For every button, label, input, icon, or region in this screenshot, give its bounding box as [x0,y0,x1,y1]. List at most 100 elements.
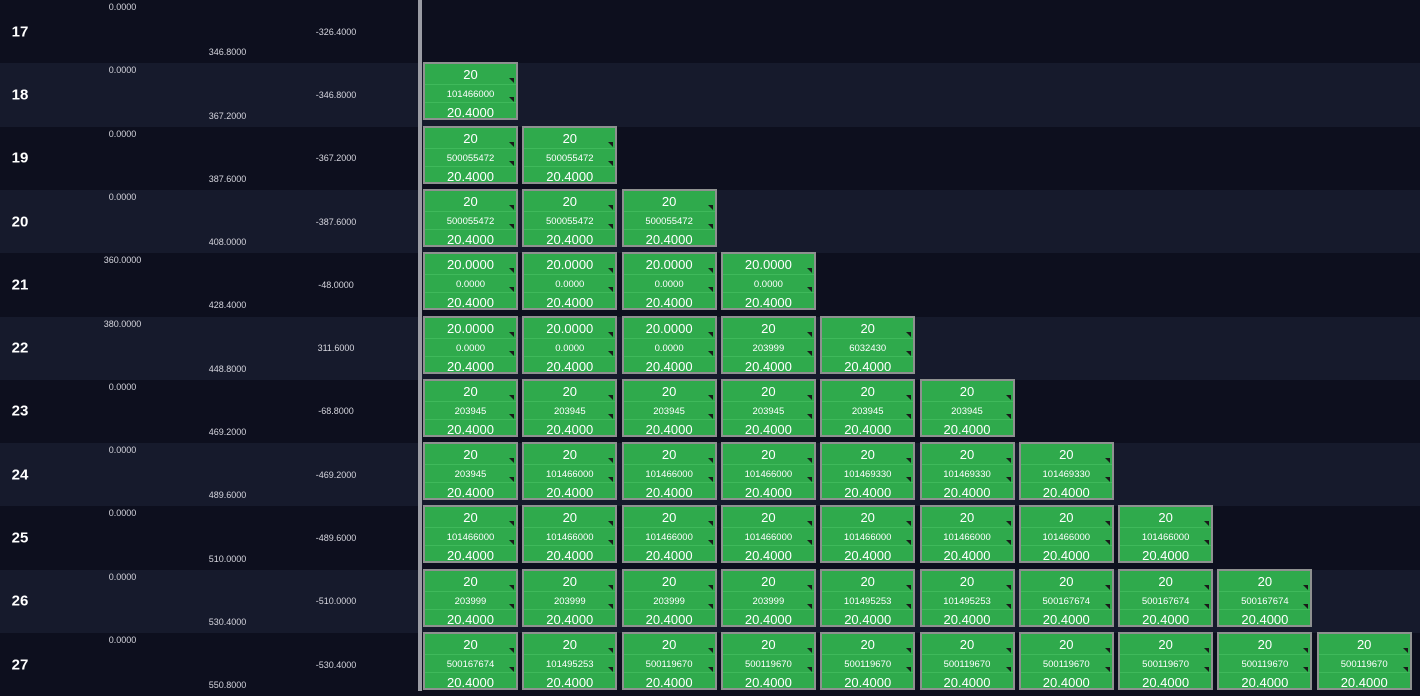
cell-divider [921,418,1013,420]
cell-price: 20.4000 [1142,548,1190,564]
cell-id: 101466000 [645,532,693,544]
cell-id: 500055472 [546,215,594,227]
grid-cell[interactable]: 20 203999 20.4000 [621,568,717,627]
grid-cell[interactable]: 20 101466000 20.4000 [522,505,618,564]
row-value-b: 408.0000 [208,237,247,248]
cell-id: 0.0000 [455,279,486,291]
grid-cell[interactable]: 20 101495253 20.4000 [820,568,916,627]
grid-cell[interactable]: 20.0000 0.0000 20.4000 [423,315,518,374]
grid-cell[interactable]: 20 203945 20.4000 [621,378,717,437]
grid-cell[interactable]: 20 101466000 20.4000 [522,442,618,501]
grid-cell[interactable]: 20 500055472 20.4000 [621,188,717,247]
cell-quantity: 20 [463,383,478,399]
grid-cell[interactable]: 20 101466000 20.4000 [621,442,717,501]
grid-cell[interactable]: 20 101495253 20.4000 [919,568,1015,627]
grid-cell[interactable]: 20 500119670 20.4000 [1118,632,1214,690]
grid-cell[interactable]: 20 101469330 20.4000 [820,442,916,501]
grid-cell[interactable]: 20 101466000 20.4000 [820,505,916,564]
grid-cell[interactable]: 20.0000 0.0000 20.4000 [621,252,717,311]
cell-quantity: 20 [463,573,478,589]
cell-quantity: 20 [463,637,478,652]
corner-marker-icon [1303,584,1309,590]
grid-cell[interactable]: 20 500055472 20.4000 [423,188,518,247]
cell-id: 500055472 [446,215,495,227]
grid-cell[interactable]: 20 203999 20.4000 [720,315,816,374]
cell-divider [524,464,616,466]
cell-price: 20.4000 [844,421,892,437]
cell-divider [425,608,516,610]
grid-cell[interactable]: 20 101469330 20.4000 [919,442,1015,501]
grid-cell[interactable]: 20 203999 20.4000 [423,568,518,627]
grid-cell[interactable]: 20 203945 20.4000 [423,442,518,501]
cell-divider [1318,654,1410,655]
corner-marker-icon [608,394,614,400]
corner-marker-icon [1204,667,1210,672]
cell-price: 20.4000 [546,358,594,374]
grid-cell[interactable]: 20 6032430 20.4000 [820,315,916,374]
row-value-a: 360.0000 [103,255,142,266]
cell-quantity: 20 [860,510,875,526]
grid-cell[interactable]: 20 203945 20.4000 [820,378,916,437]
grid-cell[interactable]: 20 203999 20.4000 [522,568,618,627]
row-value-a: 0.0000 [108,2,137,12]
grid-cell[interactable]: 20 101466000 20.4000 [919,505,1015,564]
grid-cell[interactable]: 20 500119670 20.4000 [1217,632,1313,690]
grid-cell[interactable]: 20.0000 0.0000 20.4000 [720,252,816,311]
grid-cell[interactable]: 20 500119670 20.4000 [820,632,916,690]
grid-cell[interactable]: 20 101466000 20.4000 [720,505,816,564]
grid-cell[interactable]: 20.0000 0.0000 20.4000 [423,252,518,311]
grid-cell[interactable]: 20.0000 0.0000 20.4000 [522,252,618,311]
cell-divider [524,654,616,655]
table-row: 26 0.0000 530.4000 -510.0000 20 203999 20.4000… [0,568,1420,633]
grid-cell[interactable]: 20 500167674 20.4000 [423,632,518,690]
grid-cell[interactable]: 20 101466000 20.4000 [1118,505,1214,564]
row-value-b: 489.6000 [208,490,247,501]
cell-quantity: 20 [661,637,677,652]
corner-marker-icon [608,350,614,356]
cell-divider [425,102,516,104]
grid-cell[interactable]: 20.0000 0.0000 20.4000 [621,315,717,374]
grid-cell[interactable]: 20 500119670 20.4000 [621,632,717,690]
grid-cell[interactable]: 20 500167674 20.4000 [1217,568,1313,627]
grid-cell[interactable]: 20 101466000 20.4000 [423,62,518,121]
grid-cell[interactable]: 20 203945 20.4000 [919,378,1015,437]
grid-cell[interactable]: 20 101469330 20.4000 [1018,442,1114,501]
grid-cell[interactable]: 20 203945 20.4000 [720,378,816,437]
cell-divider [524,400,616,402]
row-value-b: 428.4000 [208,300,247,311]
grid-cell[interactable]: 20 203945 20.4000 [522,378,618,437]
grid-cell[interactable]: 20 500119670 20.4000 [720,632,816,690]
cell-price: 20.4000 [447,358,494,374]
cell-divider [822,337,914,339]
grid-cell[interactable]: 20 500119670 20.4000 [1018,632,1114,690]
grid-cell[interactable]: 20 500055472 20.4000 [423,125,518,184]
grid-cell[interactable]: 20 500167674 20.4000 [1118,568,1214,627]
row-value-a: 0.0000 [108,445,137,456]
corner-marker-icon [509,603,514,609]
grid-cell[interactable]: 20 500119670 20.4000 [1316,632,1412,690]
cell-divider [623,210,715,212]
cell-id: 500055472 [446,152,495,164]
cell-quantity: 20 [761,383,776,399]
grid-cell[interactable]: 20 101466000 20.4000 [720,442,816,501]
cell-divider [1120,654,1212,655]
cell-id: 101466000 [744,532,793,544]
grid-cell[interactable]: 20.0000 0.0000 20.4000 [522,315,618,374]
grid-cell[interactable]: 20 101495253 20.4000 [522,632,618,690]
grid-cell[interactable]: 20 500055472 20.4000 [522,125,618,184]
grid-cell[interactable]: 20 203945 20.4000 [423,378,518,437]
cell-divider [921,654,1013,655]
grid-cell[interactable]: 20 101466000 20.4000 [423,505,518,564]
grid-cell[interactable]: 20 101466000 20.4000 [1018,505,1114,564]
cell-divider [524,672,616,673]
cell-id: 500055472 [546,152,594,164]
cell-price: 20.4000 [744,421,792,437]
cell-id: 500119670 [1340,659,1388,670]
cell-price: 20.4000 [844,675,892,690]
grid-cell[interactable]: 20 500055472 20.4000 [522,188,618,247]
grid-cell[interactable]: 20 500167674 20.4000 [1018,568,1114,627]
corner-marker-icon [608,477,614,483]
grid-cell[interactable]: 20 101466000 20.4000 [621,505,717,564]
grid-cell[interactable]: 20 500119670 20.4000 [919,632,1015,690]
grid-cell[interactable]: 20 203999 20.4000 [720,568,816,627]
